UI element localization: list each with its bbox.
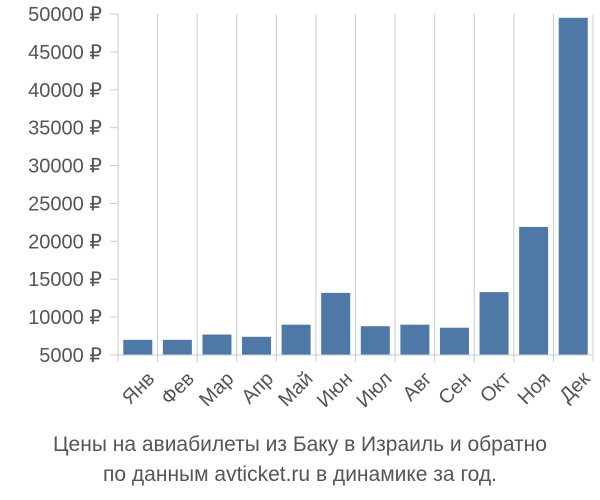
x-tick-label: Янв [118,368,159,409]
bar-chart: 5000 ₽ 10000 ₽ 15000 ₽ 20000 ₽ 25000 ₽ 30000 … [28,4,595,412]
x-tick-label: Ноя [514,368,555,409]
y-tick-labels: 5000 ₽ 10000 ₽ 15000 ₽ 20000 ₽ 25000 ₽ 30000 … [28,4,102,367]
bar [202,334,232,355]
x-tick-label: Окт [476,368,515,407]
bar [281,324,311,355]
x-tick-label: Июн [313,368,357,412]
bar [123,339,153,355]
bar [558,17,588,356]
bar [360,326,390,355]
x-tick-label: Июл [352,368,396,412]
y-tick-label: 5000 ₽ [39,345,102,367]
y-tick-label: 35000 ₽ [28,118,102,140]
bar [162,339,192,355]
x-tick-label: Апр [237,368,278,409]
bar [400,324,430,355]
x-tick-label: Мар [195,368,238,411]
x-tick-label: Фев [157,368,199,410]
y-tick-label: 15000 ₽ [28,269,102,291]
grid-lines [117,14,594,362]
x-tick-label: Дек [555,368,594,407]
caption-line-2: по данным avticket.ru в динамике за год. [103,463,497,486]
bar [242,336,272,355]
chart-caption: Цены на авиабилеты из Баку в Израиль и о… [0,430,600,490]
bar [321,292,351,355]
y-tick-label: 20000 ₽ [28,231,102,253]
y-tick-label: 40000 ₽ [28,80,102,102]
bar [479,292,509,355]
bars [123,17,588,356]
y-tick-label: 45000 ₽ [28,42,102,64]
caption-line-1: Цены на авиабилеты из Баку в Израиль и о… [53,433,547,456]
x-tick-label: Май [274,368,317,411]
y-tick-label: 10000 ₽ [28,307,102,329]
y-tick-label: 25000 ₽ [28,193,102,215]
bar [439,327,469,355]
axes [110,13,593,356]
x-tick-label: Авг [399,368,437,406]
y-tick-label: 30000 ₽ [28,156,102,178]
x-tick-label: Сен [434,368,475,409]
y-tick-label: 50000 ₽ [28,4,102,26]
bar [519,226,549,355]
